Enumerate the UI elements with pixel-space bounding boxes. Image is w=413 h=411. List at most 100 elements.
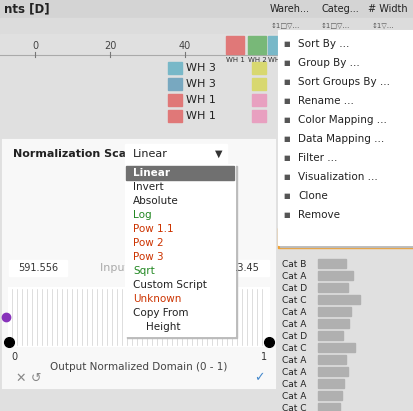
Bar bbox=[125, 164, 235, 336]
Bar bbox=[317, 271, 352, 280]
Text: Pow 3: Pow 3 bbox=[133, 252, 163, 262]
Text: ✕: ✕ bbox=[15, 372, 26, 385]
Bar bbox=[317, 283, 347, 292]
Text: ■: ■ bbox=[283, 117, 290, 123]
Text: ■: ■ bbox=[283, 41, 290, 47]
Text: 13.45: 13.45 bbox=[386, 44, 412, 53]
Text: ■: ■ bbox=[283, 193, 290, 199]
Text: 0: 0 bbox=[32, 41, 38, 51]
Bar bbox=[225, 36, 243, 54]
Bar bbox=[277, 228, 413, 248]
Text: Group By ...: Group By ... bbox=[297, 58, 359, 68]
Text: 1913.45: 1913.45 bbox=[220, 263, 259, 273]
Text: Cat C: Cat C bbox=[281, 404, 306, 411]
Text: Output Normalized Domain (0 - 1): Output Normalized Domain (0 - 1) bbox=[50, 362, 227, 372]
Bar bbox=[317, 355, 345, 364]
Bar bbox=[0, 0, 413, 18]
Text: Height: Height bbox=[133, 322, 180, 332]
Text: Cat A: Cat A bbox=[281, 272, 306, 280]
Text: Cat D: Cat D bbox=[281, 332, 306, 340]
Bar bbox=[125, 144, 226, 164]
Text: ↕1▽…: ↕1▽… bbox=[371, 23, 394, 29]
Text: Sqrt: Sqrt bbox=[133, 266, 154, 276]
Text: WH 1: WH 1 bbox=[185, 95, 215, 105]
Text: Cat A: Cat A bbox=[281, 379, 306, 388]
Text: Cat A: Cat A bbox=[281, 392, 306, 400]
Text: ■: ■ bbox=[283, 98, 290, 104]
Bar bbox=[317, 367, 347, 376]
Text: Color Mapping ...: Color Mapping ... bbox=[297, 115, 386, 125]
Text: Cat D: Cat D bbox=[281, 284, 306, 293]
Text: Remove: Remove bbox=[297, 210, 339, 220]
Bar bbox=[126, 166, 233, 180]
Bar bbox=[9, 260, 67, 276]
Text: Normalization Scaling:: Normalization Scaling: bbox=[13, 149, 154, 159]
Bar bbox=[317, 343, 354, 352]
Text: ↕1□▽…: ↕1□▽… bbox=[270, 23, 299, 29]
Text: 591.556: 591.556 bbox=[18, 263, 58, 273]
Text: Input Dom: Input Dom bbox=[100, 263, 158, 273]
Bar bbox=[252, 110, 266, 122]
Text: Cat C: Cat C bbox=[281, 344, 306, 353]
Text: 40: 40 bbox=[178, 41, 191, 51]
Bar bbox=[252, 62, 266, 74]
Text: Linear: Linear bbox=[133, 168, 170, 178]
Text: Visualization ...: Visualization ... bbox=[297, 172, 377, 182]
Text: ✓: ✓ bbox=[254, 372, 264, 385]
Bar bbox=[317, 295, 359, 304]
Text: ■: ■ bbox=[283, 212, 290, 218]
Text: ■: ■ bbox=[283, 174, 290, 180]
Text: Sort Groups By ...: Sort Groups By ... bbox=[297, 77, 389, 87]
Text: Unknown: Unknown bbox=[133, 294, 181, 304]
Bar bbox=[0, 58, 279, 138]
Text: Cat B: Cat B bbox=[281, 259, 306, 268]
Bar bbox=[168, 62, 182, 74]
Bar bbox=[317, 331, 342, 340]
Text: Data Mapping ...: Data Mapping ... bbox=[297, 134, 383, 144]
Bar bbox=[9, 288, 268, 346]
Text: WH 2: WH 2 bbox=[247, 57, 266, 63]
Text: Cat A: Cat A bbox=[281, 319, 306, 328]
Text: Copy From: Copy From bbox=[133, 308, 188, 318]
Text: WH 1: WH 1 bbox=[185, 111, 215, 121]
Bar bbox=[317, 307, 350, 316]
Text: Cat A: Cat A bbox=[281, 307, 306, 316]
Text: 1: 1 bbox=[260, 352, 266, 362]
Bar bbox=[252, 94, 266, 106]
Bar bbox=[252, 78, 266, 90]
Text: Log: Log bbox=[133, 210, 151, 220]
Text: ↺: ↺ bbox=[31, 372, 41, 385]
Text: 0: 0 bbox=[11, 352, 17, 362]
Text: ↕1□▽…: ↕1□▽… bbox=[320, 23, 349, 29]
Text: ■: ■ bbox=[283, 60, 290, 66]
Text: WH 1: WH 1 bbox=[225, 57, 244, 63]
Bar bbox=[127, 166, 236, 338]
Text: Cat A: Cat A bbox=[281, 356, 306, 365]
Bar bbox=[247, 36, 266, 54]
Bar bbox=[267, 36, 285, 54]
Bar bbox=[279, 32, 413, 247]
Text: nts [D]: nts [D] bbox=[4, 2, 50, 16]
Bar bbox=[168, 110, 182, 122]
Text: Custom Script: Custom Script bbox=[133, 280, 206, 290]
Text: WH 3: WH 3 bbox=[185, 63, 215, 73]
Text: ▼: ▼ bbox=[215, 149, 222, 159]
Bar bbox=[317, 379, 343, 388]
Bar bbox=[277, 30, 413, 245]
Bar bbox=[317, 259, 345, 268]
Bar bbox=[0, 18, 413, 34]
Bar bbox=[317, 403, 339, 411]
Text: ■: ■ bbox=[283, 79, 290, 85]
Text: WH 3: WH 3 bbox=[267, 57, 286, 63]
Text: Categ...: Categ... bbox=[320, 4, 358, 14]
Bar bbox=[3, 140, 274, 388]
Bar bbox=[168, 94, 182, 106]
Bar bbox=[317, 391, 341, 400]
Text: Absolute: Absolute bbox=[133, 196, 178, 206]
Text: ■: ■ bbox=[283, 155, 290, 161]
Bar bbox=[317, 319, 348, 328]
Text: Pow 1.1: Pow 1.1 bbox=[133, 224, 173, 234]
Text: Rename ...: Rename ... bbox=[297, 96, 353, 106]
Text: Linear: Linear bbox=[133, 149, 167, 159]
Text: # Width: # Width bbox=[367, 4, 407, 14]
